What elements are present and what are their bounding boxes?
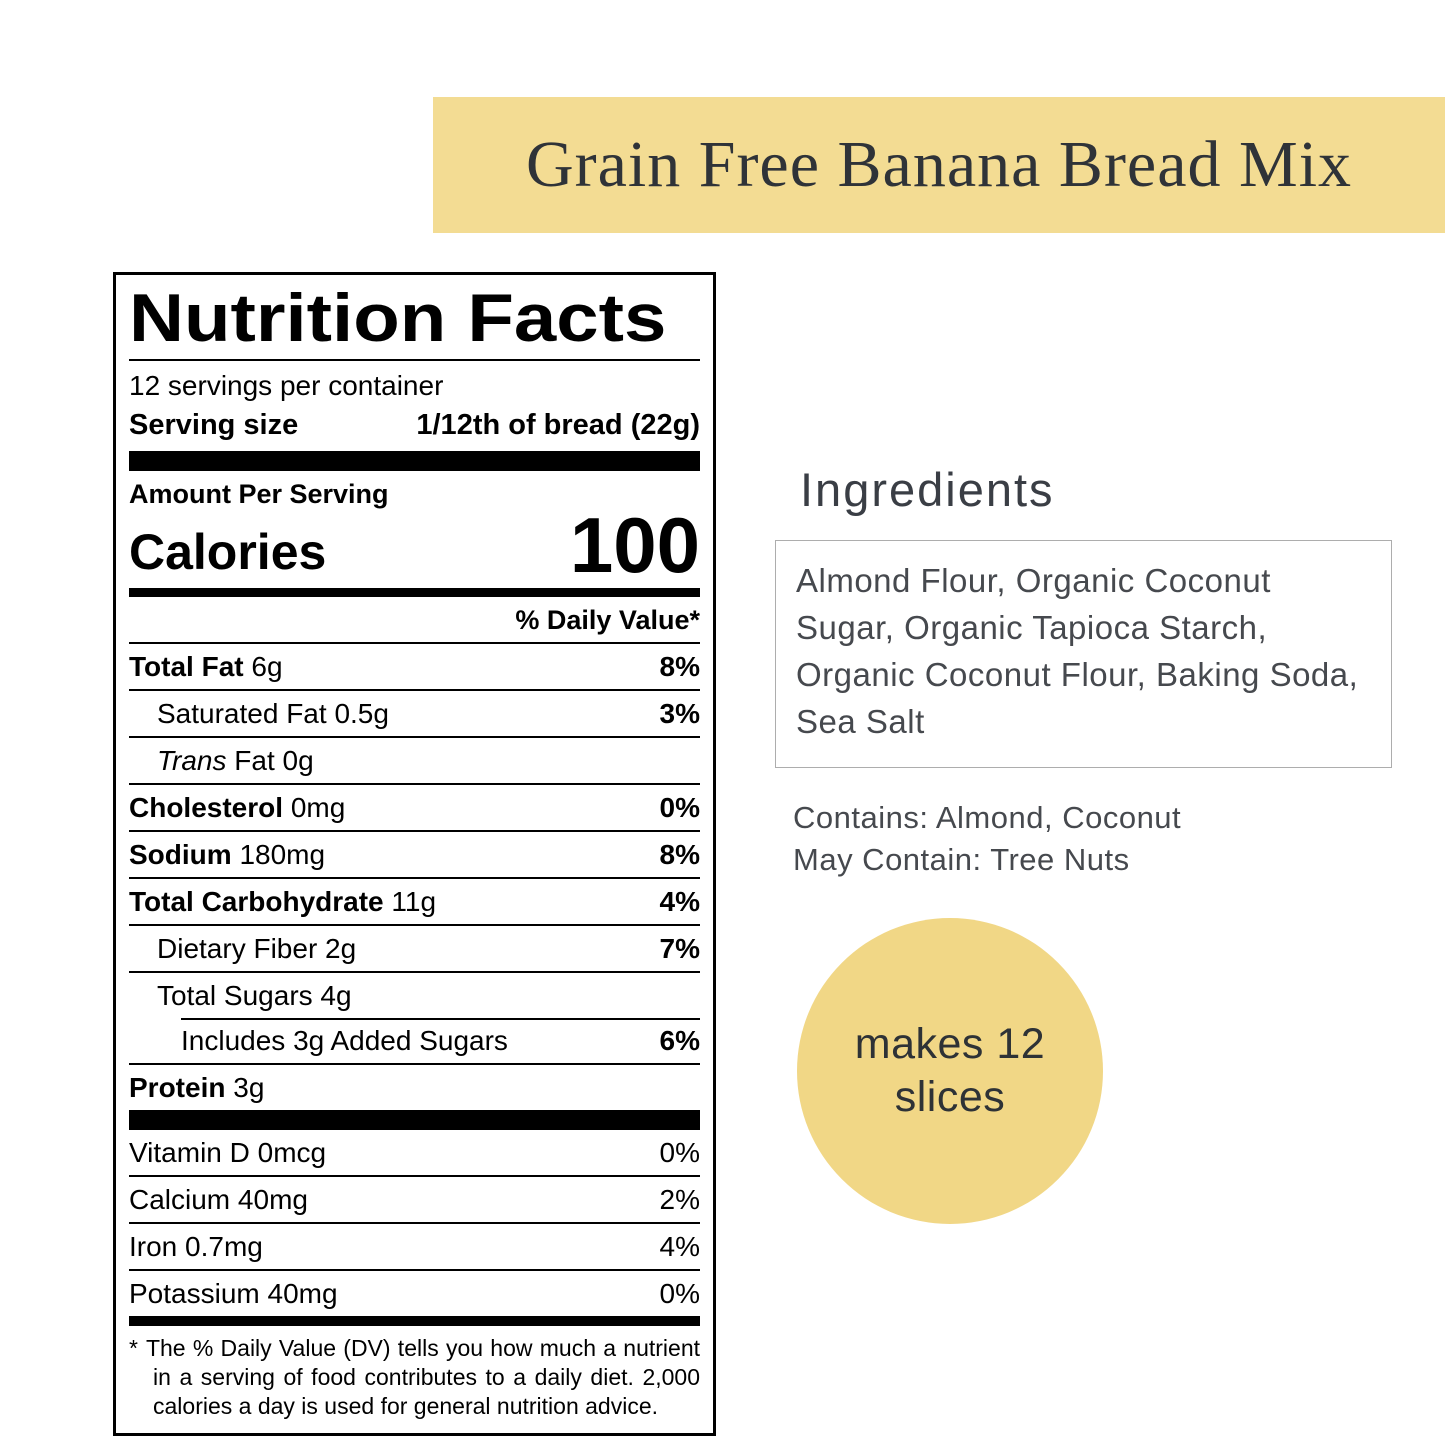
thick-divider	[129, 1110, 700, 1130]
calories-row: Calories 100	[129, 501, 700, 589]
nutrient-amount: 0g	[282, 745, 314, 776]
divider	[129, 359, 700, 361]
allergen-info: Contains: Almond, Coconut May Contain: T…	[793, 797, 1181, 881]
daily-value-header: % Daily Value*	[515, 605, 700, 635]
vitamin-row-calcium: Calcium 40mg 2%	[129, 1175, 700, 1222]
nutrient-amount: 0.5g	[334, 698, 389, 729]
ingredients-box: Almond Flour, Organic Coconut Sugar, Org…	[775, 540, 1392, 768]
vitamin-name: Calcium	[129, 1184, 231, 1215]
thick-divider	[129, 451, 700, 471]
nutrient-dv: 7%	[659, 933, 700, 964]
nutrient-amount: 11g	[391, 886, 437, 917]
nutrient-amount: 0mg	[290, 792, 346, 823]
daily-value-footnote: * The % Daily Value (DV) tells you how mu…	[129, 1326, 700, 1421]
nutrient-dv: 8%	[659, 839, 700, 870]
serving-size-row: Serving size 1/12th of bread (22g)	[129, 403, 700, 451]
nutrient-row-total-carbohydrate: Total Carbohydrate 11g 4%	[129, 877, 700, 924]
nutrient-name: Saturated Fat	[157, 698, 327, 729]
nutrient-dv: 8%	[659, 651, 700, 682]
makes-12-slices-badge: makes 12 slices	[797, 918, 1103, 1224]
vitamin-amount: 40mg	[237, 1184, 308, 1215]
nutrient-name: Includes 3g Added Sugars	[181, 1025, 508, 1056]
nutrient-name: Protein	[129, 1072, 226, 1103]
nutrient-row-protein: Protein 3g	[129, 1063, 700, 1110]
calories-label: Calories	[129, 524, 327, 580]
nutrient-row-total-sugars: Total Sugars 4g	[129, 971, 700, 1018]
nutrient-amount: 4g	[320, 980, 352, 1011]
vitamin-dv: 4%	[659, 1231, 700, 1262]
calories-value: 100	[569, 501, 700, 589]
vitamin-name: Iron	[129, 1231, 178, 1262]
nutrient-row-sodium: Sodium 180mg 8%	[129, 830, 700, 877]
vitamin-amount: 0mcg	[257, 1137, 327, 1168]
nutrient-row-dietary-fiber: Dietary Fiber 2g 7%	[129, 924, 700, 971]
nutrient-name: Total Sugars	[157, 980, 313, 1011]
product-title: Grain Free Banana Bread Mix	[525, 128, 1353, 201]
contains-line: Contains: Almond, Coconut	[793, 800, 1182, 835]
vitamin-row-iron: Iron 0.7mg 4%	[129, 1222, 700, 1269]
medium-divider	[129, 1316, 700, 1326]
nutrient-name: Cholesterol	[129, 792, 284, 823]
badge-line-2: slices	[894, 1073, 1006, 1121]
title-banner: Grain Free Banana Bread Mix	[433, 97, 1445, 233]
nutrition-facts-title: Nutrition Facts	[129, 280, 667, 356]
amount-per-serving-label: Amount Per Serving	[129, 479, 389, 509]
nutrient-row-added-sugars: Includes 3g Added Sugars 6%	[129, 1018, 700, 1063]
nutrient-dv: 0%	[659, 792, 700, 823]
nutrient-amount: 2g	[325, 933, 357, 964]
nutrition-facts-label: Nutrition Facts 12 servings per containe…	[113, 272, 716, 1436]
vitamin-dv: 0%	[659, 1137, 700, 1168]
vitamin-amount: 0.7mg	[185, 1231, 263, 1262]
vitamin-dv: 2%	[659, 1184, 700, 1215]
nutrient-name: Sodium	[129, 839, 232, 870]
nutrient-dv: 3%	[659, 698, 700, 729]
nutrient-name: Total Fat	[129, 651, 244, 682]
nutrient-name: Dietary Fiber	[157, 933, 318, 964]
ingredients-heading: Ingredients	[800, 463, 1055, 516]
nutrient-name: Fat	[234, 745, 275, 776]
nutrient-dv: 4%	[659, 886, 700, 917]
nutrient-amount: 6g	[251, 651, 283, 682]
nutrient-dv: 6%	[659, 1025, 700, 1056]
nutrient-amount: 3g	[233, 1072, 265, 1103]
nutrient-row-saturated-fat: Saturated Fat 0.5g 3%	[129, 689, 700, 736]
badge-line-1: makes 12	[854, 1020, 1046, 1068]
vitamin-row-potassium: Potassium 40mg 0%	[129, 1269, 700, 1316]
ingredients-list: Almond Flour, Organic Coconut Sugar, Org…	[796, 562, 1359, 740]
may-contain-line: May Contain: Tree Nuts	[793, 842, 1130, 877]
nutrient-name-italic: Trans	[157, 745, 227, 776]
nutrient-row-total-fat: Total Fat 6g 8%	[129, 642, 700, 689]
footnote-asterisk: *	[129, 1335, 138, 1361]
serving-size-label: Serving size	[129, 409, 299, 441]
serving-size-value: 1/12th of bread (22g)	[416, 409, 700, 441]
medium-divider	[129, 588, 700, 597]
footnote-text: The % Daily Value (DV) tells you how muc…	[145, 1335, 700, 1419]
nutrient-row-trans-fat: Trans Fat 0g	[129, 736, 700, 783]
nutrient-name: Total Carbohydrate	[129, 886, 384, 917]
vitamin-amount: 40mg	[267, 1278, 338, 1309]
nutrient-row-cholesterol: Cholesterol 0mg 0%	[129, 783, 700, 830]
vitamin-name: Vitamin D	[129, 1137, 250, 1168]
vitamin-dv: 0%	[659, 1278, 700, 1309]
nutrient-amount: 180mg	[239, 839, 326, 870]
vitamin-name: Potassium	[129, 1278, 260, 1309]
vitamin-row-vitamin-d: Vitamin D 0mcg 0%	[129, 1130, 700, 1175]
servings-per-container: 12 servings per container	[129, 370, 444, 401]
